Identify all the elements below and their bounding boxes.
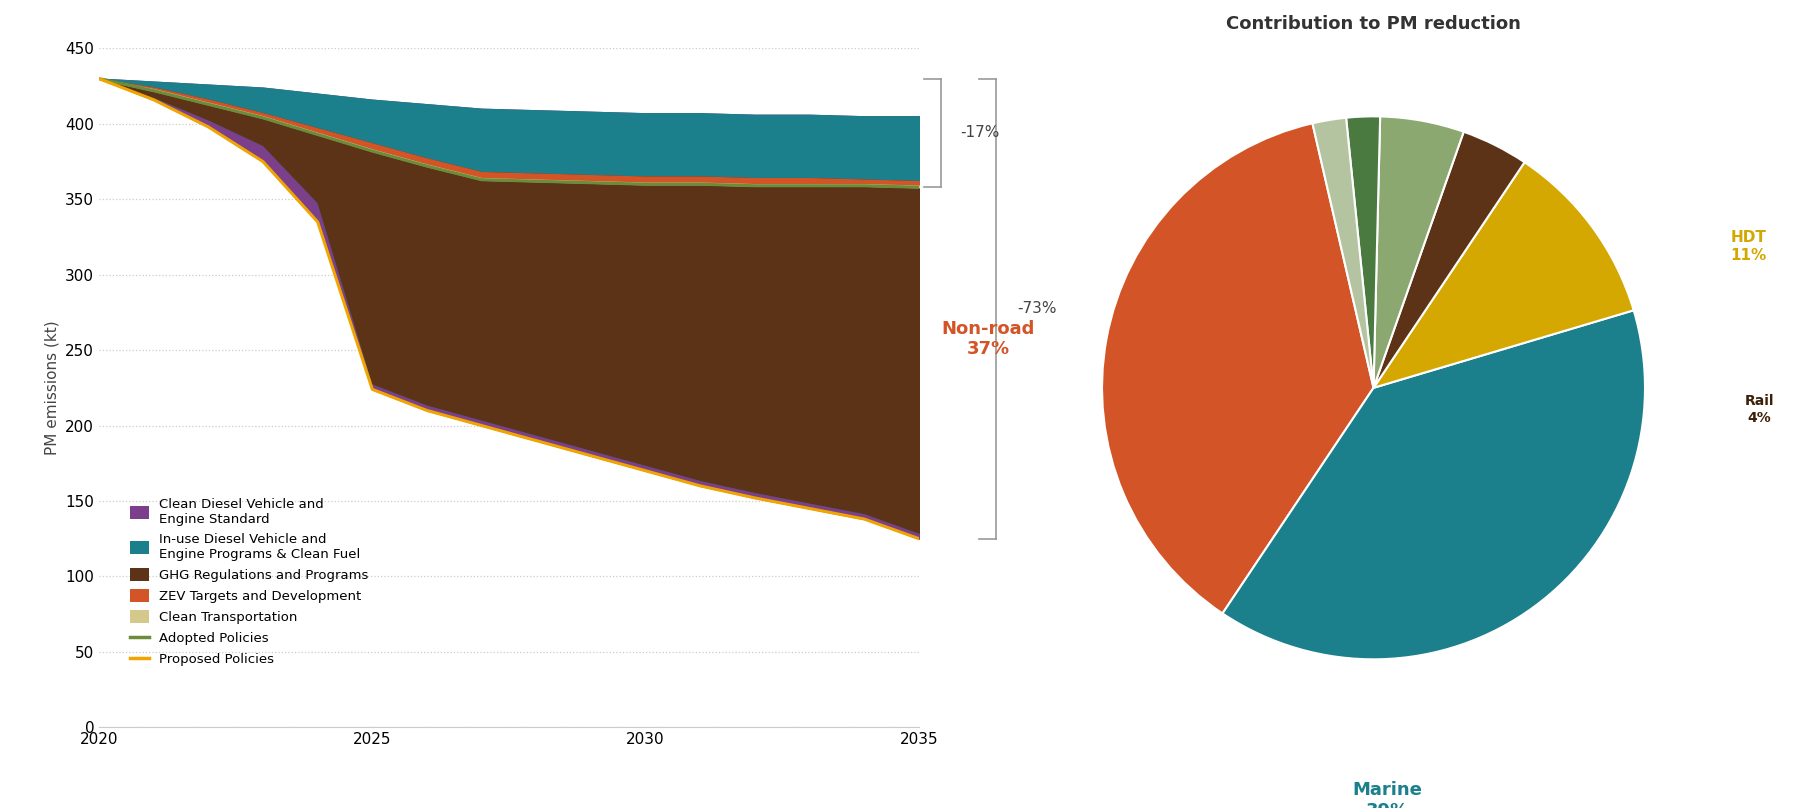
Title: Contribution to PM reduction: Contribution to PM reduction xyxy=(1226,15,1521,33)
Wedge shape xyxy=(1373,116,1463,388)
Wedge shape xyxy=(1102,124,1373,613)
Legend: Clean Diesel Vehicle and
Engine Standard, In-use Diesel Vehicle and
Engine Progr: Clean Diesel Vehicle and Engine Standard… xyxy=(130,498,369,667)
Y-axis label: PM emissions (kt): PM emissions (kt) xyxy=(45,321,59,455)
Wedge shape xyxy=(1312,118,1373,388)
Text: HDT
11%: HDT 11% xyxy=(1730,230,1766,263)
Text: -73%: -73% xyxy=(1017,301,1057,316)
Text: Marine
39%: Marine 39% xyxy=(1352,781,1422,808)
Wedge shape xyxy=(1346,116,1381,388)
Text: Non-road
37%: Non-road 37% xyxy=(941,320,1035,359)
Text: Rail
4%: Rail 4% xyxy=(1744,394,1773,425)
Wedge shape xyxy=(1373,132,1525,388)
Wedge shape xyxy=(1222,310,1645,659)
Wedge shape xyxy=(1373,162,1634,388)
Text: -17%: -17% xyxy=(959,125,999,141)
